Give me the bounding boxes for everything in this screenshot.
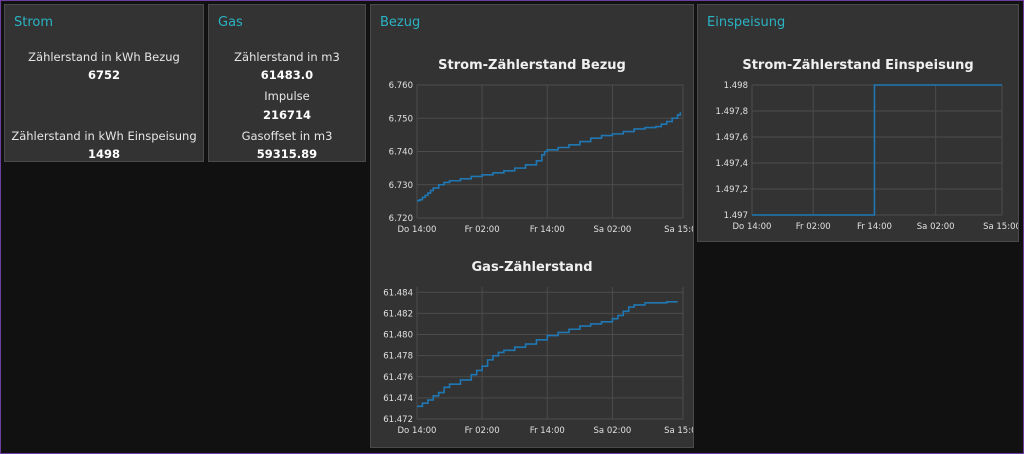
strom-bezug-chart: Strom-Zählerstand Bezug 6.720 6.730 6.740 6.… — [389, 58, 693, 235]
y-tick-label: 6.740 — [389, 148, 413, 158]
gas-impulse-label: Impulse — [264, 89, 310, 103]
einspeisung-card-title: Einspeisung — [707, 15, 786, 30]
gas-impulse-value: 216714 — [262, 108, 311, 122]
y-tick-label: 61.474 — [383, 394, 413, 404]
gas-card: Gas Zählerstand in m3 61483.0 Impulse 21… — [208, 4, 366, 162]
y-tick-label: 1.497,2 — [716, 185, 748, 195]
strom-einspeisung-label: Zählerstand in kWh Einspeisung — [11, 129, 197, 143]
x-tick-label: Do 14:00 — [398, 426, 437, 436]
strom-bezug-label: Zählerstand in kWh Bezug — [28, 50, 180, 64]
x-tick-label: Do 14:00 — [398, 225, 437, 235]
series-line — [417, 300, 678, 408]
x-tick-label: Fr 14:00 — [857, 222, 892, 232]
bezug-card: Bezug Strom-Zählerstand Bezug 6.720 6.730 6… — [370, 4, 694, 448]
y-tick-label: 61.472 — [383, 415, 413, 425]
y-tick-label: 6.750 — [389, 114, 413, 124]
strom-bezug-value: 6752 — [87, 68, 120, 82]
series-line — [752, 84, 1002, 216]
series-line — [417, 112, 682, 202]
y-tick-label: 61.478 — [383, 352, 413, 362]
chart-title: Strom-Zählerstand Bezug — [438, 58, 626, 73]
gas-offset-value: 59315.89 — [256, 147, 318, 161]
y-tick-label: 61.476 — [383, 373, 413, 383]
x-tick-label: Sa 02:00 — [594, 225, 632, 235]
x-tick-label: Fr 02:00 — [465, 225, 500, 235]
x-tick-label: Fr 02:00 — [796, 222, 831, 232]
bezug-card-title: Bezug — [380, 15, 421, 30]
gas-m3-label: Zählerstand in m3 — [234, 50, 340, 64]
y-tick-label: 1.497,6 — [716, 133, 748, 143]
y-tick-label: 6.730 — [389, 181, 413, 191]
strom-einspeisung-value: 1498 — [87, 147, 120, 161]
y-tick-label: 1.498 — [724, 81, 748, 91]
gas-card-title: Gas — [218, 15, 243, 30]
y-tick-label: 1.497 — [724, 211, 748, 221]
x-tick-label: Fr 14:00 — [530, 225, 565, 235]
y-tick-label: 61.484 — [383, 288, 413, 298]
x-tick-label: Fr 14:00 — [530, 426, 565, 436]
x-tick-label: Sa 15:00 — [664, 426, 693, 436]
gas-offset-label: Gasoffset in m3 — [241, 129, 333, 143]
gas-chart: Gas-Zählerstand 61.472 61.474 61.476 61.478 6… — [383, 260, 693, 436]
y-tick-label: 1.497,8 — [716, 107, 748, 117]
y-tick-label: 6.760 — [389, 81, 413, 91]
x-tick-label: Fr 02:00 — [465, 426, 500, 436]
x-tick-label: Sa 15:00 — [983, 222, 1018, 232]
y-tick-label: 6.720 — [389, 214, 413, 224]
gas-m3-value: 61483.0 — [260, 68, 314, 82]
x-tick-label: Sa 02:00 — [594, 426, 632, 436]
strom-card-title: Strom — [14, 15, 54, 30]
chart-title: Gas-Zählerstand — [472, 260, 593, 275]
y-tick-label: 1.497,4 — [716, 159, 748, 169]
x-tick-label: Do 14:00 — [733, 222, 772, 232]
y-tick-label: 61.482 — [383, 309, 413, 319]
chart-title: Strom-Zählerstand Einspeisung — [742, 58, 973, 73]
y-tick-label: 61.480 — [383, 331, 413, 341]
x-tick-label: Sa 15:00 — [664, 225, 693, 235]
einspeisung-card: Einspeisung Strom-Zählerstand Einspeisun… — [697, 4, 1019, 242]
x-tick-label: Sa 02:00 — [917, 222, 955, 232]
strom-card: Strom Zählerstand in kWh Bezug 6752 Zähl… — [4, 4, 204, 162]
strom-einspeisung-chart: Strom-Zählerstand Einspeisung 1.497 1.497,… — [716, 58, 1018, 232]
